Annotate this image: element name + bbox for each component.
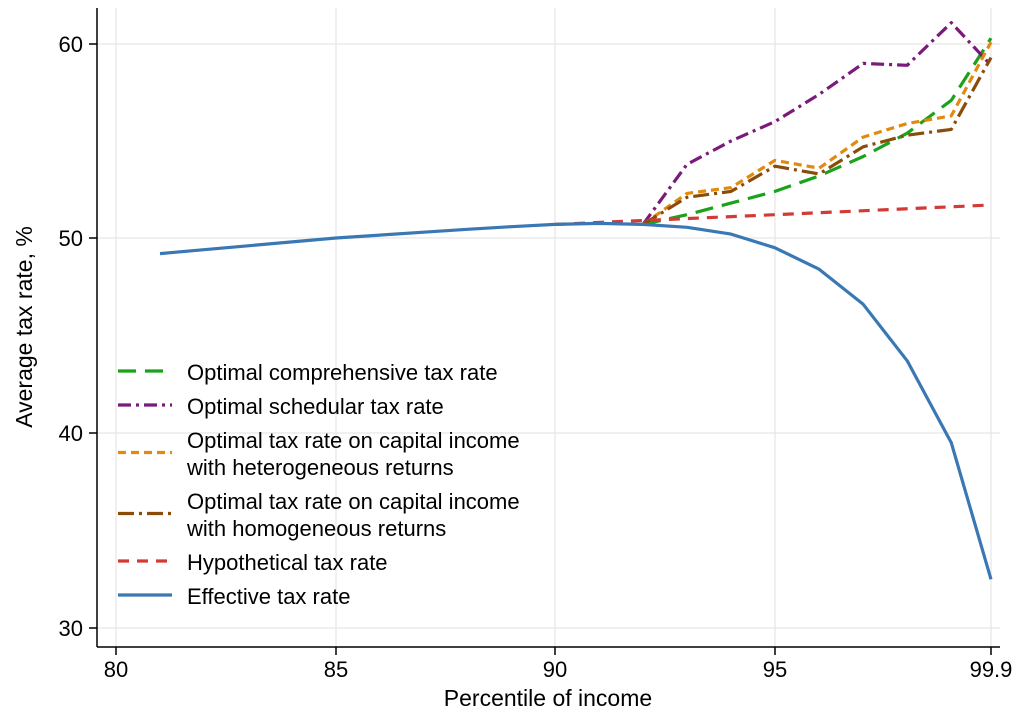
- legend-label: with heterogeneous returns: [186, 455, 454, 480]
- series-line-5: [159, 221, 993, 580]
- legend-label: Optimal tax rate on capital income: [187, 428, 520, 453]
- series-lines: [159, 21, 993, 580]
- y-tick-label: 30: [59, 616, 83, 641]
- legend: Optimal comprehensive tax rate Optimal sc…: [118, 360, 520, 609]
- x-tick-label: 99.9: [970, 657, 1013, 682]
- y-tick-label: 60: [59, 32, 83, 57]
- legend-label: Effective tax rate: [187, 584, 350, 609]
- x-tick-label: 90: [543, 657, 567, 682]
- y-tick-label: 40: [59, 421, 83, 446]
- legend-label: with homogeneous returns: [186, 516, 446, 541]
- series-line-3: [642, 56, 993, 226]
- series-line-0: [642, 37, 993, 226]
- grid: [97, 8, 1000, 647]
- tick-marks: 80 85 90 95 99.9 30 40 50 60: [59, 32, 1013, 682]
- legend-label: Optimal tax rate on capital income: [187, 489, 520, 514]
- x-tick-label: 80: [104, 657, 128, 682]
- legend-label: Optimal schedular tax rate: [187, 394, 444, 419]
- y-axis-title: Average tax rate, %: [11, 226, 37, 428]
- x-tick-label: 85: [324, 657, 348, 682]
- y-tick-label: 50: [59, 226, 83, 251]
- x-tick-label: 95: [763, 657, 787, 682]
- axes: [96, 8, 1000, 648]
- series-line-2: [642, 41, 993, 226]
- legend-label: Optimal comprehensive tax rate: [187, 360, 498, 385]
- x-axis-title: Percentile of income: [444, 685, 652, 711]
- legend-label: Hypothetical tax rate: [187, 550, 388, 575]
